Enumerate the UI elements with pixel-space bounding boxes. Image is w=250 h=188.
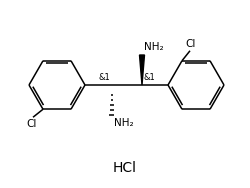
Text: &1: &1	[144, 73, 155, 82]
Text: NH₂: NH₂	[114, 118, 133, 128]
Text: &1: &1	[98, 73, 110, 82]
Polygon shape	[139, 55, 144, 85]
Text: Cl: Cl	[27, 119, 37, 129]
Text: NH₂: NH₂	[144, 42, 163, 52]
Text: Cl: Cl	[185, 39, 196, 49]
Text: HCl: HCl	[112, 161, 136, 175]
